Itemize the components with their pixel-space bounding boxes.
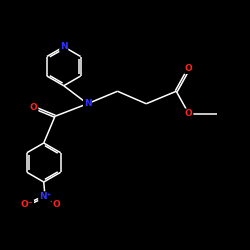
Text: O⁻: O⁻ xyxy=(21,200,33,209)
Text: O: O xyxy=(185,109,192,118)
Text: N: N xyxy=(60,42,68,51)
Text: N⁺: N⁺ xyxy=(39,192,51,201)
Text: N: N xyxy=(84,99,91,108)
Text: O: O xyxy=(30,103,38,112)
Text: O: O xyxy=(52,200,60,209)
Text: O: O xyxy=(185,64,192,73)
